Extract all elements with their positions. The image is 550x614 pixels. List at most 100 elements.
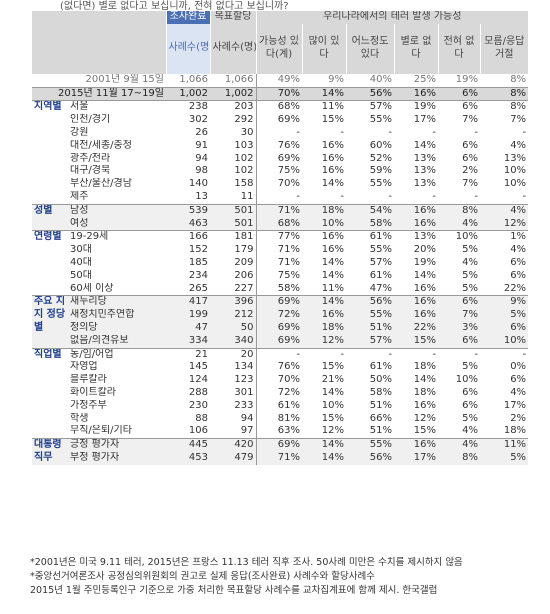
value-cell: 16% xyxy=(321,244,344,256)
sample-target-cell: 206 xyxy=(234,269,254,281)
subgroup-label: 무직/은퇴/기타 xyxy=(70,425,132,437)
table-row: 2001년 9월 15일 1,066 1,066 49% 9% 40% 25% 19% 8% xyxy=(32,73,528,88)
header-col-somewhat-likely: 어느정도 있다 xyxy=(345,23,394,74)
sample-target-cell: 103 xyxy=(234,139,254,151)
subgroup-label: 40대 xyxy=(70,256,92,268)
value-cell: 71% xyxy=(255,244,302,257)
value-cell: 10% xyxy=(321,399,344,411)
value-cell: 13% xyxy=(413,178,436,190)
sample-target-cell: 158 xyxy=(234,178,254,190)
value-cell: 17% xyxy=(394,451,438,465)
value-cell: 6% xyxy=(438,295,480,310)
table-row: 주요 지지 정당별 새누리당 417 396 69% 14% 56% 16% 6% 9% xyxy=(32,295,529,349)
value-cell: 8% xyxy=(438,203,480,218)
value-cell: 12% xyxy=(321,425,344,437)
sample-done-cell: 1,002 xyxy=(166,86,210,101)
value-cell: - xyxy=(474,126,478,138)
sample-target-cell: 501 xyxy=(210,203,256,218)
value-cell: 10% xyxy=(455,374,478,386)
value-cell: 10% xyxy=(503,178,527,190)
value-cell: - xyxy=(522,126,527,138)
sample-target-cell: 1,002 xyxy=(210,86,256,101)
value-cell: 75% xyxy=(255,165,302,179)
value-cell: 10% xyxy=(503,165,527,177)
sample-done-cell: 91 xyxy=(195,139,208,151)
value-cell: - xyxy=(522,190,527,202)
value-cell: 70% xyxy=(255,178,302,191)
value-cell: 55% xyxy=(346,438,394,452)
value-cell: 8% xyxy=(510,73,527,85)
value-cell: 12% xyxy=(302,334,346,349)
subgroup-label: 새누리당 xyxy=(68,295,166,310)
subgroup-label: 60세 이상 xyxy=(70,282,114,294)
value-cell: 4% xyxy=(510,139,527,151)
sample-target-cell: 301 xyxy=(234,386,254,398)
value-cell: 61% xyxy=(255,399,302,413)
subgroup-label: 50대 xyxy=(70,269,92,281)
subgroup-label: 가정주부 xyxy=(70,399,107,411)
table-row: 여성 463 501 68% 10% 58% 16% 4% 12% xyxy=(32,217,529,231)
value-cell: 69% xyxy=(255,295,302,310)
sample-done-cell: 199 xyxy=(166,309,210,322)
table-row: 대통령 직무 긍정 평가자 445 420 69% 14% 55% 16% 4% 11% xyxy=(32,438,529,465)
sample-done-cell: 145 xyxy=(188,361,208,373)
value-cell: 18% xyxy=(302,203,346,218)
sample-target-cell: 94 xyxy=(240,412,254,424)
value-cell: 55% xyxy=(369,178,392,190)
value-cell: 4% xyxy=(510,386,527,398)
sample-done-cell: 98 xyxy=(195,165,208,177)
sample-done-cell: 302 xyxy=(188,114,208,126)
sample-done-cell: 94 xyxy=(195,152,208,164)
sample-done-cell: 288 xyxy=(188,386,208,398)
header-col-possible-total: 가능성 있다(계) xyxy=(255,23,302,74)
table-row: 강원 26 30- - - - - - xyxy=(32,126,528,140)
value-cell: 57% xyxy=(346,100,394,115)
value-cell: 55% xyxy=(346,309,394,322)
subgroup-label: 광주/전라 xyxy=(70,152,111,164)
value-cell: 58% xyxy=(255,282,302,296)
table-row: 무직/은퇴/기타 106 97 63% 12% 51% 15% 4% 18% xyxy=(32,425,528,439)
value-cell: 16% xyxy=(321,165,344,177)
value-cell: 47% xyxy=(369,282,392,294)
value-cell: 5% xyxy=(462,412,478,424)
value-cell: 5% xyxy=(462,244,478,256)
sample-done-cell: 265 xyxy=(188,282,208,294)
footnote-line: 2015년 1월 주민등록인구 기준으로 가중 처리한 목표할당 사례수를 교차… xyxy=(30,585,438,596)
table-row: 학생 88 94 81% 15% 66% 12% 5% 2% xyxy=(32,412,528,426)
value-cell: 17% xyxy=(503,399,527,411)
value-cell: 10% xyxy=(438,230,480,245)
value-cell: 16% xyxy=(321,139,344,151)
value-cell: 22% xyxy=(394,321,438,335)
subgroup-label: 부정 평가자 xyxy=(68,451,166,465)
header-col-dont-know: 모름/응답거절 xyxy=(479,23,529,74)
value-cell: 15% xyxy=(394,334,438,349)
value-cell: 6% xyxy=(480,321,529,335)
value-cell: 16% xyxy=(394,203,438,218)
footnote-line: *2001년은 미국 9.11 테러, 2015년은 프랑스 11.13 테러 … xyxy=(30,557,463,568)
table-row: 성별 남성 539 501 71% 18% 54% 16% 8% 4% xyxy=(32,203,529,231)
subgroup-label: 자영업 xyxy=(70,361,98,373)
value-cell: 57% xyxy=(346,334,394,349)
table-row: 없음/의견유보 334 340 69% 12% 57% 15% 6% 10% xyxy=(32,334,529,349)
value-cell: - xyxy=(255,347,302,362)
value-cell: 5% xyxy=(462,269,478,281)
value-cell: 4% xyxy=(462,256,478,268)
value-cell: - xyxy=(432,126,436,138)
value-cell: - xyxy=(340,190,344,202)
value-cell: - xyxy=(394,347,438,362)
value-cell: 4% xyxy=(510,244,527,256)
value-cell: 10% xyxy=(480,334,529,349)
value-cell: 18% xyxy=(413,361,436,373)
value-cell: 51% xyxy=(369,425,392,437)
value-cell: 19% xyxy=(394,100,438,115)
value-cell: 68% xyxy=(255,100,302,115)
value-cell: 69% xyxy=(255,334,302,349)
value-cell: 15% xyxy=(413,425,436,437)
sample-done-cell: 106 xyxy=(188,425,208,437)
value-cell: 0% xyxy=(510,361,527,373)
sample-done-cell: 1,066 xyxy=(179,73,208,85)
sample-target-cell: 209 xyxy=(234,256,254,268)
value-cell: 51% xyxy=(369,399,392,411)
subgroup-label: 강원 xyxy=(70,126,89,138)
value-cell: 6% xyxy=(510,269,527,281)
